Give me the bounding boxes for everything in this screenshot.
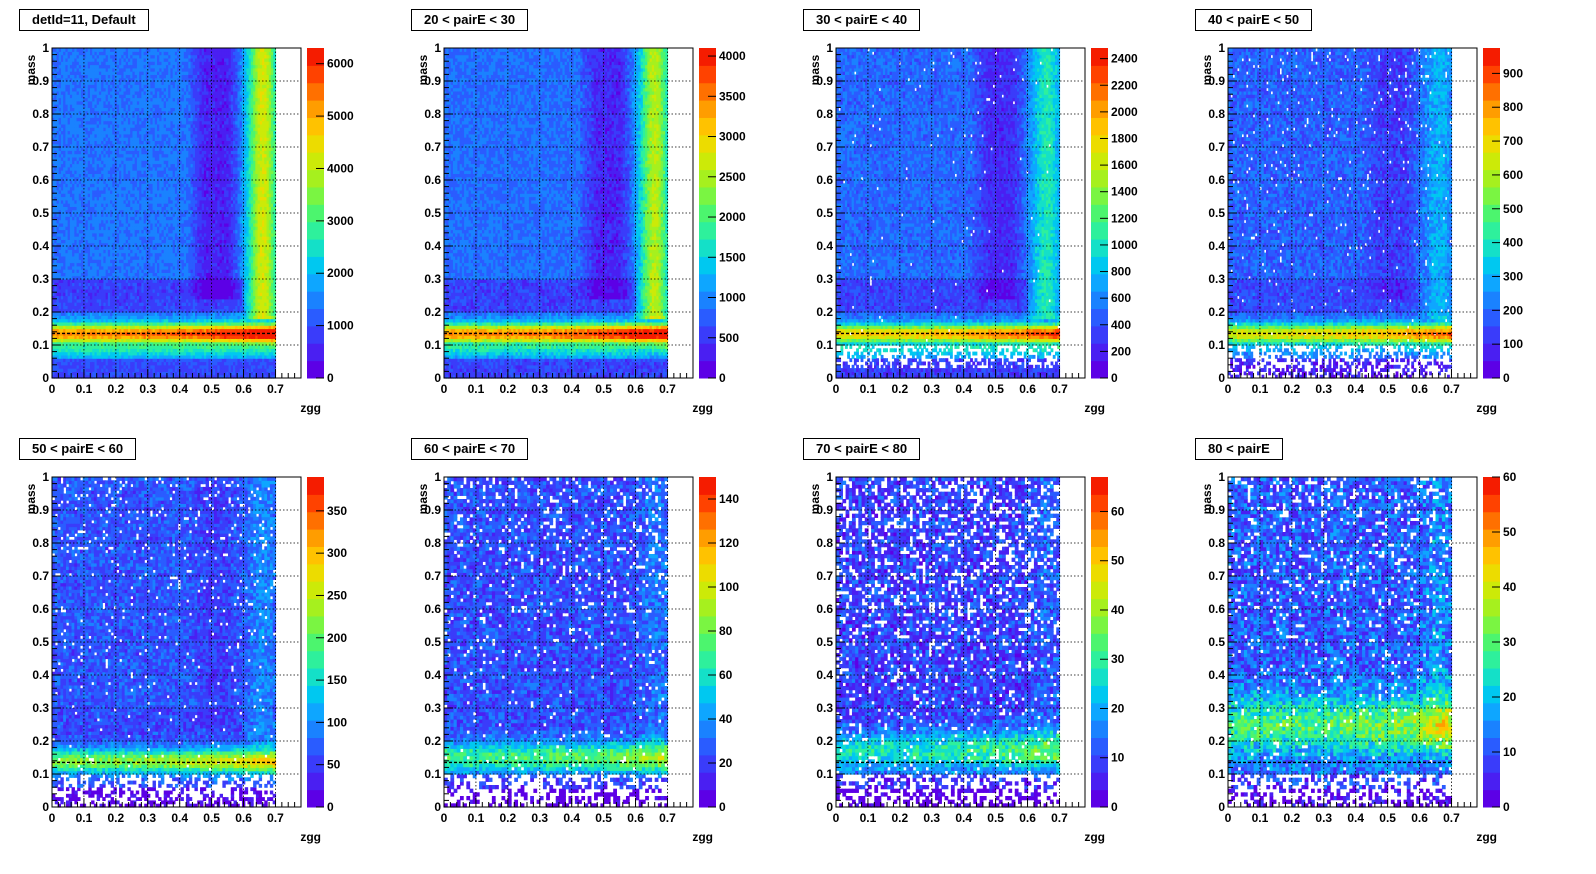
heatmap-panel: 0 0.1 0.2 0.3 0.4 0.5 0.6 0.7 zgg 0 0.1 0.2 0.3 0.4 0.… (2, 0, 401, 437)
heatmap-svg: 0 0.1 0.2 0.3 0.4 0.5 0.6 0.7zgg00.10.20.30.40.… (2, 0, 401, 437)
